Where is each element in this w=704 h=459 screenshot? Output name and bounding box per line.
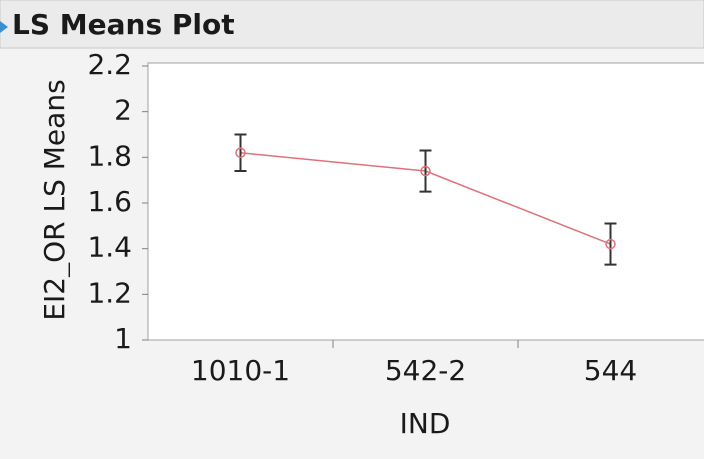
y-tick-label: 1.4 bbox=[87, 231, 132, 264]
x-tick-label: 1010-1 bbox=[191, 354, 290, 387]
report-title: LS Means Plot bbox=[12, 8, 235, 41]
x-tick-label: 542-2 bbox=[385, 354, 466, 387]
x-axis-label: IND bbox=[400, 407, 451, 440]
y-tick-label: 2 bbox=[114, 94, 132, 127]
y-tick-label: 1.2 bbox=[87, 276, 132, 309]
title-bar bbox=[0, 0, 704, 49]
y-axis-label-group: EI2_OR LS Means bbox=[38, 79, 71, 320]
error-bar bbox=[419, 149, 432, 193]
y-tick-label: 1.8 bbox=[87, 139, 132, 172]
x-tick-label: 544 bbox=[584, 354, 637, 387]
error-bar bbox=[234, 133, 247, 173]
disclosure-icon[interactable] bbox=[0, 21, 8, 33]
y-tick-label: 1 bbox=[114, 322, 132, 355]
plot-area bbox=[147, 62, 704, 341]
y-tick-label: 2.2 bbox=[87, 48, 132, 81]
y-axis-label: EI2_OR LS Means bbox=[38, 79, 71, 320]
error-bar bbox=[604, 222, 617, 266]
mean-point bbox=[605, 238, 616, 250]
mean-point bbox=[235, 147, 246, 159]
y-tick-label: 1.6 bbox=[87, 185, 132, 218]
mean-point bbox=[420, 165, 431, 177]
